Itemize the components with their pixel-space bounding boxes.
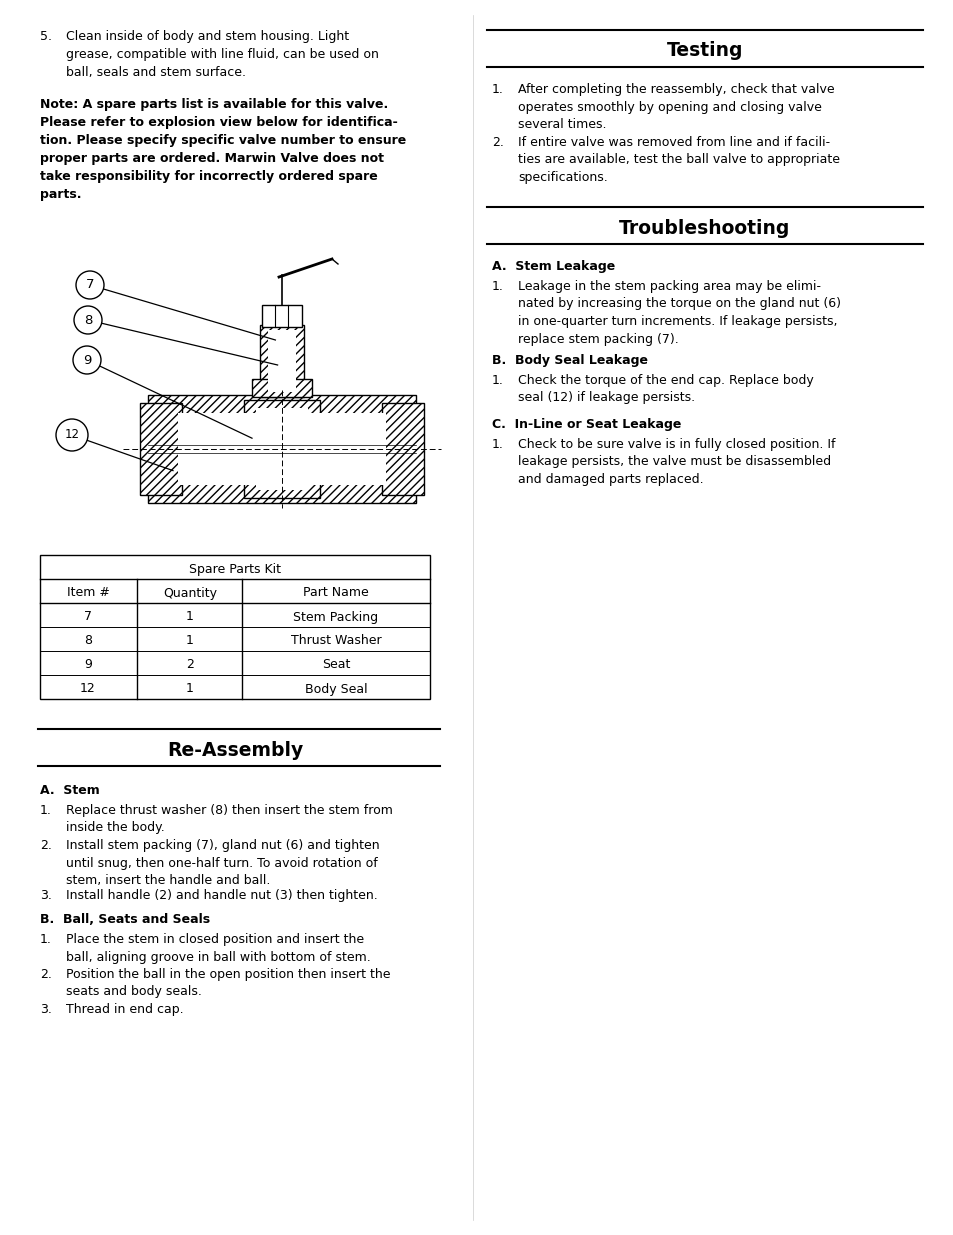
Text: Testing: Testing xyxy=(666,42,742,61)
Text: 1.: 1. xyxy=(40,804,51,818)
Circle shape xyxy=(56,419,88,451)
Text: After completing the reassembly, check that valve
operates smoothly by opening a: After completing the reassembly, check t… xyxy=(517,83,834,131)
Text: A.  Stem: A. Stem xyxy=(40,784,100,797)
Bar xyxy=(148,395,416,503)
Text: 1.: 1. xyxy=(492,438,503,451)
Text: 1: 1 xyxy=(186,635,193,647)
Text: 7: 7 xyxy=(84,610,91,624)
Text: C.  In-Line or Seat Leakage: C. In-Line or Seat Leakage xyxy=(492,417,680,431)
Circle shape xyxy=(74,306,102,333)
Text: Install handle (2) and handle nut (3) then tighten.: Install handle (2) and handle nut (3) th… xyxy=(66,889,377,902)
Text: Re-Assembly: Re-Assembly xyxy=(167,741,303,760)
Text: Check the torque of the end cap. Replace body
seal (12) if leakage persists.: Check the torque of the end cap. Replace… xyxy=(517,374,813,405)
Text: 12: 12 xyxy=(80,683,95,695)
Text: Leakage in the stem packing area may be elimi-
nated by increasing the torque on: Leakage in the stem packing area may be … xyxy=(517,280,841,346)
Text: 5.: 5. xyxy=(40,30,52,43)
Bar xyxy=(244,400,319,498)
Text: Note: A spare parts list is available for this valve.
Please refer to explosion : Note: A spare parts list is available fo… xyxy=(40,98,406,201)
Text: 2.: 2. xyxy=(40,968,51,981)
Text: 2.: 2. xyxy=(40,839,51,852)
Text: Thrust Washer: Thrust Washer xyxy=(291,635,381,647)
Text: If entire valve was removed from line and if facili-
ties are available, test th: If entire valve was removed from line an… xyxy=(517,136,840,184)
Text: Position the ball in the open position then insert the
seats and body seals.: Position the ball in the open position t… xyxy=(66,968,390,999)
Text: Seat: Seat xyxy=(321,658,350,672)
Text: Check to be sure valve is in fully closed position. If
leakage persists, the val: Check to be sure valve is in fully close… xyxy=(517,438,835,487)
Bar xyxy=(255,408,308,490)
Text: Replace thrust washer (8) then insert the stem from
inside the body.: Replace thrust washer (8) then insert th… xyxy=(66,804,393,835)
Text: 12: 12 xyxy=(65,429,79,441)
Bar xyxy=(140,403,182,495)
Bar xyxy=(260,325,304,396)
Text: B.  Body Seal Leakage: B. Body Seal Leakage xyxy=(492,354,647,367)
Text: Place the stem in closed position and insert the
ball, aligning groove in ball w: Place the stem in closed position and in… xyxy=(66,932,371,963)
Text: 3.: 3. xyxy=(40,889,51,902)
Text: Clean inside of body and stem housing. Light
grease, compatible with line fluid,: Clean inside of body and stem housing. L… xyxy=(66,30,378,79)
Bar xyxy=(40,555,430,699)
Bar xyxy=(262,305,302,327)
Text: 1: 1 xyxy=(186,683,193,695)
Text: 1.: 1. xyxy=(492,280,503,293)
Text: Body Seal: Body Seal xyxy=(304,683,367,695)
Circle shape xyxy=(76,270,104,299)
Text: Thread in end cap.: Thread in end cap. xyxy=(66,1003,183,1016)
Text: 1.: 1. xyxy=(40,932,51,946)
Text: 8: 8 xyxy=(84,635,91,647)
Text: Install stem packing (7), gland nut (6) and tighten
until snug, then one-half tu: Install stem packing (7), gland nut (6) … xyxy=(66,839,379,887)
Text: 1.: 1. xyxy=(492,83,503,96)
Text: Part Name: Part Name xyxy=(303,587,369,599)
Text: Quantity: Quantity xyxy=(163,587,216,599)
Bar xyxy=(178,412,386,485)
Text: 8: 8 xyxy=(84,314,92,326)
Text: B.  Ball, Seats and Seals: B. Ball, Seats and Seals xyxy=(40,913,210,926)
Text: 2.: 2. xyxy=(492,136,503,149)
Bar xyxy=(381,403,423,495)
Text: 9: 9 xyxy=(83,353,91,367)
Bar xyxy=(252,379,312,396)
Text: 1.: 1. xyxy=(492,374,503,387)
Text: 2: 2 xyxy=(186,658,193,672)
Circle shape xyxy=(73,346,101,374)
Text: 1: 1 xyxy=(186,610,193,624)
Text: Spare Parts Kit: Spare Parts Kit xyxy=(189,562,281,576)
Text: 3.: 3. xyxy=(40,1003,51,1016)
Text: 9: 9 xyxy=(84,658,91,672)
Text: A.  Stem Leakage: A. Stem Leakage xyxy=(492,261,615,273)
Bar xyxy=(268,330,295,391)
Text: Stem Packing: Stem Packing xyxy=(294,610,378,624)
Text: Item #: Item # xyxy=(67,587,110,599)
Text: 7: 7 xyxy=(86,279,94,291)
Text: Troubleshooting: Troubleshooting xyxy=(618,219,790,237)
